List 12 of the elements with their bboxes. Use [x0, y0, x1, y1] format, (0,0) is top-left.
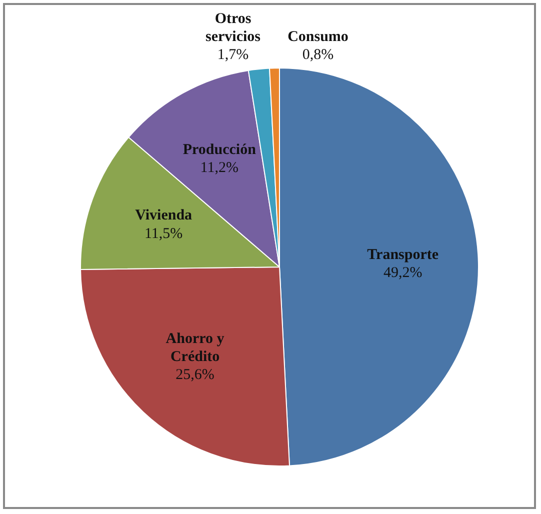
- data-label: 49,2%: [383, 264, 422, 281]
- data-label: 11,5%: [144, 226, 183, 242]
- slice-label: Ahorro y Crédito: [166, 330, 225, 365]
- slice-label: Vivienda: [135, 208, 193, 224]
- slice-label: Transporte: [367, 246, 439, 263]
- data-label: 25,6%: [176, 366, 214, 383]
- data-label: 11,2%: [200, 160, 238, 176]
- slice-label: Otros servicios: [206, 10, 261, 45]
- data-label: 0,8%: [302, 46, 334, 63]
- data-label: 1,7%: [217, 46, 249, 63]
- slice-label: Consumo: [288, 28, 348, 45]
- slice-label: Producción: [182, 142, 257, 158]
